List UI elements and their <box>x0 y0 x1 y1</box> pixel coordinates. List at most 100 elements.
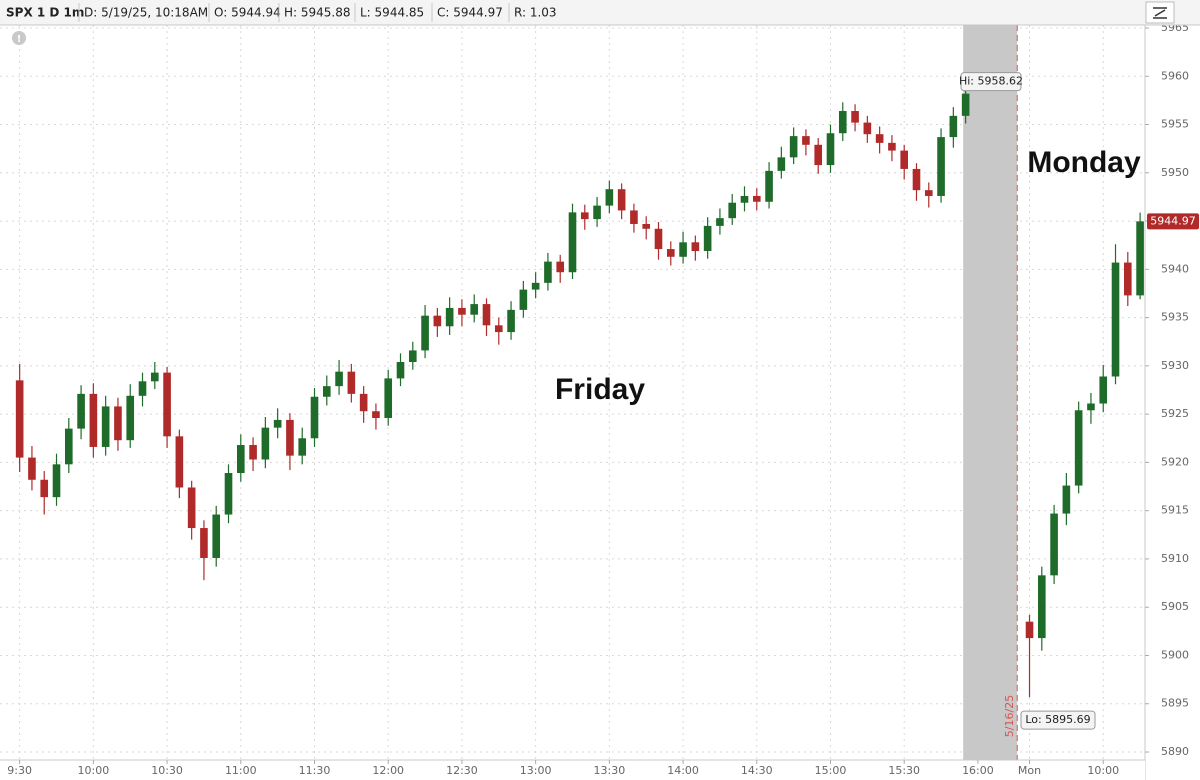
candle-body <box>789 136 798 158</box>
candle-body <box>666 249 675 257</box>
candle-body <box>40 479 49 498</box>
candle-body <box>556 261 565 273</box>
y-tick-label: 5900 <box>1161 648 1189 661</box>
candle-body <box>1025 621 1034 639</box>
shaded-region <box>963 25 1018 760</box>
y-axis-panel <box>1145 25 1200 780</box>
candle-body <box>863 122 872 135</box>
candle-body <box>888 142 896 151</box>
y-tick-label: 5930 <box>1161 359 1189 372</box>
candle-body <box>163 372 171 437</box>
candle-body <box>949 115 958 138</box>
candle-body <box>200 528 208 558</box>
candle-body <box>642 223 651 229</box>
candle-body <box>494 325 503 333</box>
x-tick-label: 16:00 <box>962 764 994 777</box>
candle-body <box>900 150 909 169</box>
candle-body <box>101 406 110 447</box>
candle-body <box>335 371 343 387</box>
header-bar <box>0 0 1200 25</box>
candle-body <box>114 406 122 441</box>
info-icon[interactable] <box>12 31 26 45</box>
candle-body <box>924 190 933 196</box>
candle-body <box>1099 376 1108 404</box>
candle-body <box>1062 485 1071 514</box>
x-axis-panel <box>0 760 1145 780</box>
y-tick-label: 5905 <box>1161 600 1189 613</box>
axes: 5890 5895 5900 5905 5910 5915 5920 5925 5930 5935… <box>7 21 1189 777</box>
candle-body <box>187 487 196 529</box>
header-field: O: 5944.94 <box>214 6 281 20</box>
lo-callout: Lo: 5895.69 <box>1025 713 1090 726</box>
header-field: L: 5944.85 <box>360 6 424 20</box>
candle-body <box>236 445 245 474</box>
candle-body <box>875 134 884 143</box>
last-price-tag <box>1147 213 1199 230</box>
candle-body <box>359 393 368 412</box>
x-tick-label: 10:30 <box>151 764 183 777</box>
candle-body <box>777 157 786 171</box>
header-field: H: 5945.88 <box>284 6 351 20</box>
y-tick-label: 5920 <box>1161 455 1189 468</box>
shaded-region-layer: 5/16/25 <box>963 25 1018 760</box>
x-tick-label: 15:00 <box>815 764 847 777</box>
annotations: Friday Monday Hi: 5958.62 Lo: 5895.69 5944.9… <box>555 72 1199 730</box>
candle-body <box>630 210 638 224</box>
candle-body <box>384 378 393 418</box>
y-tick-label: 5950 <box>1161 166 1189 179</box>
candle-body <box>937 137 945 196</box>
candle-body <box>752 195 761 202</box>
candle-body <box>617 189 626 211</box>
y-tick-label: 5895 <box>1161 697 1189 710</box>
candle-body <box>802 136 810 145</box>
x-tick-label: Mon <box>1018 764 1041 777</box>
candle-body <box>322 386 331 397</box>
candle-body <box>507 309 515 333</box>
candle-body <box>310 396 319 439</box>
header: SPX 1 D 1m D: 5/19/25, 10:18AM O: 5944.94 H… <box>6 3 557 22</box>
candle-body <box>138 381 147 396</box>
candle-body <box>1050 513 1058 576</box>
y-tick-label: 5940 <box>1161 262 1189 275</box>
candle-body <box>851 111 859 123</box>
hi-callout-box <box>960 72 1022 92</box>
candle-body <box>28 457 36 480</box>
candle-body <box>691 242 700 251</box>
x-tick-label: 15:30 <box>888 764 920 777</box>
candle-body <box>126 395 135 441</box>
candle-body <box>286 419 294 456</box>
candle-body <box>150 372 159 382</box>
candle-body <box>408 350 417 363</box>
candle-body <box>1111 262 1120 377</box>
x-tick-label: 12:30 <box>446 764 478 777</box>
candle-body <box>212 514 221 558</box>
candle-body <box>716 218 724 226</box>
y-tick-label: 5890 <box>1161 745 1189 758</box>
candle-body <box>531 282 540 290</box>
x-tick-label: 10:00 <box>78 764 110 777</box>
candles <box>15 89 1144 698</box>
candle-body <box>654 228 663 250</box>
candle-body <box>679 242 687 257</box>
y-tick-label: 5935 <box>1161 311 1189 324</box>
candle-body <box>838 111 847 134</box>
header-field: C: 5944.97 <box>437 6 503 20</box>
session-break-label: 5/16/25 <box>1003 695 1016 737</box>
candle-body <box>298 438 307 456</box>
candle-body <box>912 168 921 191</box>
candle-body <box>347 371 356 394</box>
candle-body <box>593 205 601 220</box>
y-tick-label: 5910 <box>1161 552 1189 565</box>
y-tick-label: 5915 <box>1161 504 1189 517</box>
candle-body <box>1123 262 1132 296</box>
candle-body <box>1074 410 1083 486</box>
candle-body <box>224 473 233 515</box>
header-field: D: 5/19/25, 10:18AM <box>84 6 208 20</box>
candle-body <box>961 93 970 116</box>
hi-callout: Hi: 5958.62 <box>959 75 1023 88</box>
info-icon-glyph: ! <box>17 34 22 45</box>
candle-body <box>445 307 454 327</box>
x-tick-label: 13:00 <box>520 764 552 777</box>
annotation: Friday <box>555 373 645 406</box>
last-price-label: 5944.97 <box>1150 214 1196 227</box>
